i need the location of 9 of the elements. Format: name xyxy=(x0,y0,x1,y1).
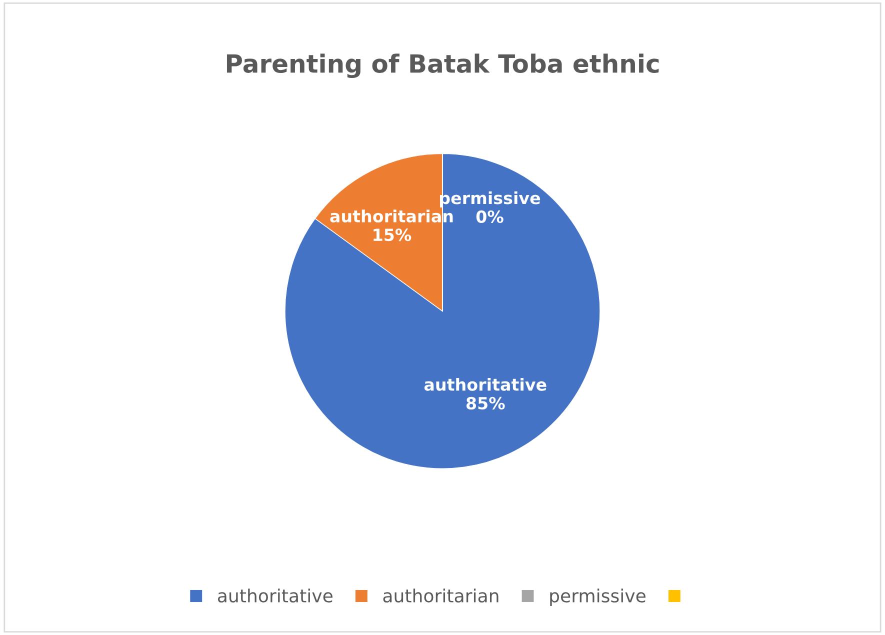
data-label: 85% xyxy=(466,396,505,410)
pie-slice xyxy=(284,153,600,469)
legend-label: permissive xyxy=(550,588,646,606)
legend-label: authoritarian xyxy=(383,588,498,603)
slice-label: authoritative xyxy=(424,378,546,391)
chart-title: Parenting of Batak Toba ethnic xyxy=(226,54,659,78)
legend-label: authoritative xyxy=(218,588,332,603)
text: 0% xyxy=(476,210,504,223)
data-label: 15% xyxy=(374,228,412,242)
